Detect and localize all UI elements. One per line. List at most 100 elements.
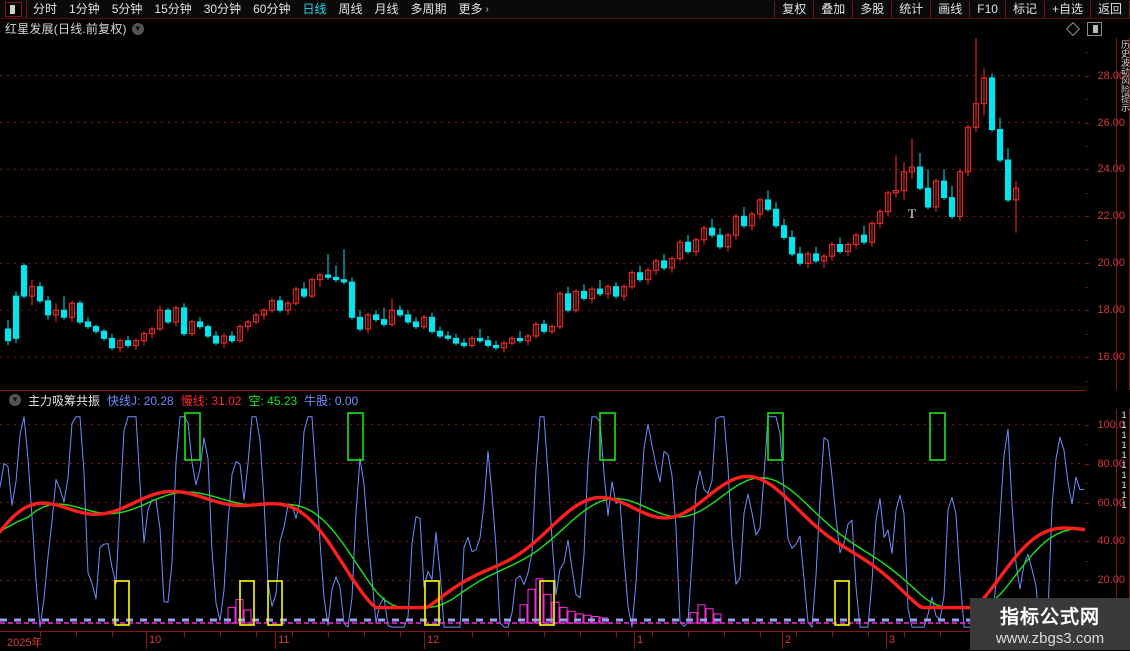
readout-kong-key: 空: [248,393,264,408]
price-axis-tick-minor [1085,239,1088,241]
price-axis-tick [1085,310,1089,312]
readout-slow-line-value: 31.02 [211,393,242,408]
date-axis-tick [472,632,473,637]
readout-slow-line-key: 慢线: [180,393,209,408]
indicator-axis-tick-minor [1085,521,1088,523]
price-axis-label: 18.00 [1097,304,1125,317]
date-axis-label: 2025年 [7,637,43,649]
date-axis-tick [184,632,185,637]
indicator-axis-label: 100.0 [1097,418,1125,431]
readout-niugu-value: 0.00 [334,393,359,408]
price-axis-tick-minor [1085,145,1088,147]
button-f10[interactable]: F10 [969,0,1005,18]
period-tab-monthly[interactable]: 月线 [374,1,399,16]
price-axis-tick [1085,357,1089,359]
price-chart-panel[interactable]: T [0,38,1086,390]
price-axis-label: 20.00 [1097,257,1125,270]
period-tab-daily[interactable]: 日线 [302,1,327,16]
date-axis-tick [220,632,221,637]
price-axis-tick [1085,75,1089,77]
date-axis-label: 10 [149,634,162,646]
indicator-chevron-down-icon[interactable]: ▼ [9,394,21,406]
date-axis-tick-major [146,632,147,649]
price-y-axis: 28.00 26.00 24.00 22.00 20.00 18.00 16.00 [1085,38,1130,390]
button-diejia[interactable]: 叠加 [813,0,852,18]
price-vertical-label: 历史波动风险提示 [1116,38,1130,390]
indicator-chart-panel[interactable] [0,409,1086,631]
button-add-favorite[interactable]: +自选 [1043,0,1090,18]
date-axis-tick [544,632,545,637]
stock-title: 红星发展(日线.前复权) [5,22,127,36]
button-back[interactable]: 返回 [1089,0,1130,18]
period-tab-5min[interactable]: 5分钟 [111,1,143,16]
candlestick-chart [0,38,1085,358]
button-fuquan[interactable]: 复权 [774,0,813,18]
indicator-axis-tick-minor [1085,560,1088,562]
date-axis-tick [40,632,41,637]
chevron-down-icon[interactable]: ▼ [131,22,144,35]
indicator-header: ▼ 主力吸筹共振 快线J: 20.28 慢线: 31.02 空: 45.23 牛… [0,390,1085,409]
readout-kong: 空: 45.23 [248,392,297,409]
indicator-y-axis: 100.0 80.00 60.00 40.00 20.00 [1085,409,1130,631]
period-tab-weekly[interactable]: 周线 [338,1,363,16]
readout-niugu: 牛股: 0.00 [304,392,358,409]
chevron-right-icon[interactable]: › [485,3,489,15]
period-tab-15min[interactable]: 15分钟 [154,1,192,16]
readout-fast-line-key: 快线J: [107,393,141,408]
date-axis-tick [760,632,761,637]
toolbar-right-group: 复权 叠加 多股 统计 画线 F10 标记 +自选 返回 [774,0,1130,19]
watermark: 指标公式网 www.zbgs3.com [970,598,1130,650]
top-toolbar: 分时 1分钟 5分钟 15分钟 30分钟 60分钟 日线 周线 月线 多周期 更… [0,0,1130,19]
indicator-name[interactable]: 主力吸筹共振 [28,393,101,408]
price-axis-tick [1085,216,1089,218]
price-axis-tick-minor [1085,192,1088,194]
date-axis-tick [940,632,941,637]
period-tab-30min[interactable]: 30分钟 [203,1,242,16]
period-tab-fenshi[interactable]: 分时 [33,1,58,16]
button-duogu[interactable]: 多股 [852,0,891,18]
price-axis-tick-minor [1085,380,1088,382]
panel-toggle-icon[interactable] [5,1,22,17]
indicator-axis-tick [1085,541,1089,543]
price-axis-tick [1085,263,1089,265]
date-axis-tick [868,632,869,637]
toolbar-divider [26,0,27,18]
date-axis-label: 3 [889,634,896,646]
button-biaoji[interactable]: 标记 [1004,0,1044,18]
readout-fast-line-value: 20.28 [143,393,174,408]
date-axis-tick [256,632,257,637]
date-axis-tick-major [634,632,635,649]
date-axis-tick [400,632,401,637]
period-tab-multi[interactable]: 多周期 [410,1,447,16]
panel-icon[interactable] [1087,21,1102,36]
readout-niugu-key: 牛股: [304,393,332,408]
date-axis-tick-major [886,632,887,649]
indicator-axis-tick [1085,424,1089,426]
date-axis-tick [292,632,293,637]
date-axis-label: 1 [637,634,644,646]
indicator-axis-tick [1085,502,1089,504]
indicator-axis-label: 20.00 [1097,574,1125,587]
period-tab-more[interactable]: 更多 [458,1,483,16]
readout-fast-line: 快线J: 20.28 [107,392,174,409]
date-axis-tick [364,632,365,637]
date-axis-label: 12 [427,634,440,646]
price-axis-tick [1085,169,1089,171]
price-axis-tick-minor [1085,99,1088,100]
date-axis-tick [688,632,689,637]
indicator-axis-tick-minor [1085,444,1088,446]
date-axis-tick [652,632,653,637]
diamond-icon[interactable] [1065,21,1081,36]
price-axis-label: 28.00 [1097,69,1125,82]
price-axis-tick [1085,122,1089,124]
watermark-url: www.zbgs3.com [995,629,1105,647]
date-axis-tick-major [424,632,425,649]
price-axis-tick-minor [1085,286,1088,288]
price-axis-tick-minor [1085,333,1088,335]
period-tab-60min[interactable]: 60分钟 [253,1,291,16]
period-tab-1min[interactable]: 1分钟 [69,1,100,16]
button-huaxian[interactable]: 画线 [930,0,969,18]
button-tongji[interactable]: 统计 [891,0,930,18]
price-axis-label: 26.00 [1097,116,1125,129]
indicator-axis-tick [1085,580,1089,582]
